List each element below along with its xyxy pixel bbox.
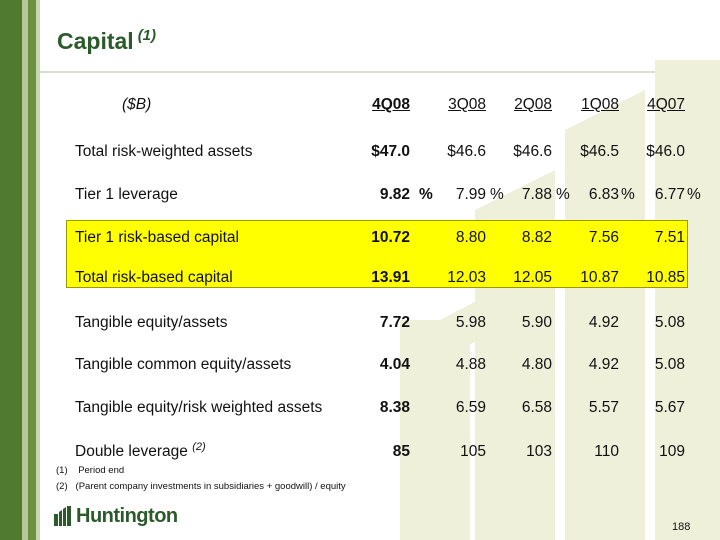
cell-4q08: 7.72: [379, 314, 410, 331]
cell-4q07: $46.0: [646, 143, 685, 160]
cell-2q08: 5.90: [521, 314, 552, 331]
cell-3q08: $46.6: [447, 143, 486, 160]
row-label: Tangible equity/risk weighted assets: [75, 399, 323, 416]
cell-1q08: 6.83: [588, 186, 619, 203]
row-label: Tangible equity/assets: [75, 314, 228, 331]
cell-4q07: 6.77: [654, 186, 685, 203]
percent-sign: %: [621, 186, 635, 203]
cell-4q07: 5.67: [654, 399, 685, 416]
cell-3q08: 7.99: [455, 186, 486, 203]
footnote: (2) (Parent company investments in subsi…: [56, 481, 346, 492]
cell-2q08: $46.6: [513, 143, 552, 160]
cell-1q08: 110: [594, 443, 619, 460]
cell-3q08: 5.98: [455, 314, 486, 331]
row-label: Total risk-based capital: [75, 269, 233, 286]
cell-1q08: 7.56: [588, 229, 619, 246]
cell-4q08: 9.82: [379, 186, 410, 203]
header-rule: [40, 71, 720, 73]
column-header: 2Q08: [514, 96, 552, 113]
cell-3q08: 8.80: [455, 229, 486, 246]
cell-2q08: 7.88: [521, 186, 552, 203]
footnote: (1) Period end: [56, 465, 125, 476]
page-number: 188: [672, 521, 691, 533]
huntington-logo-icon: [54, 506, 71, 526]
logo-wordmark: Huntington: [76, 504, 178, 527]
column-header: 4Q08: [372, 96, 410, 113]
cell-4q07: 5.08: [654, 356, 685, 373]
percent-sign: %: [556, 186, 570, 203]
left-accent-stripe: [36, 0, 40, 540]
cell-4q08: 4.04: [379, 356, 410, 373]
cell-3q08: 6.59: [455, 399, 486, 416]
cell-4q07: 109: [659, 443, 685, 460]
cell-2q08: 103: [526, 443, 552, 460]
cell-1q08: 4.92: [588, 356, 619, 373]
cell-1q08: 5.57: [588, 399, 619, 416]
row-label: Tangible common equity/assets: [75, 356, 292, 373]
cell-1q08: 4.92: [588, 314, 619, 331]
cell-3q08: 4.88: [455, 356, 486, 373]
cell-4q07: 10.85: [646, 269, 685, 286]
left-accent-stripe: [22, 0, 28, 540]
cell-3q08: 105: [460, 443, 486, 460]
column-header: 4Q07: [647, 96, 685, 113]
cell-4q08: 8.38: [379, 399, 410, 416]
cell-4q08: 13.91: [371, 269, 410, 286]
page-title: Capital (1): [57, 27, 157, 54]
cell-1q08: $46.5: [580, 143, 619, 160]
title-footnote-marker: (1): [137, 27, 157, 44]
huntington-watermark-logo: [400, 60, 720, 540]
left-accent-stripe: [28, 0, 36, 540]
cell-2q08: 6.58: [521, 399, 552, 416]
cell-2q08: 12.05: [513, 269, 552, 286]
units-label: ($B): [122, 96, 152, 113]
row-label: Total risk-weighted assets: [75, 143, 253, 160]
cell-4q08: 85: [392, 443, 410, 460]
left-accent-bar: [0, 0, 22, 540]
column-header: 1Q08: [581, 96, 619, 113]
highlight-box: [66, 220, 688, 288]
percent-sign: %: [687, 186, 701, 203]
cell-4q08: $47.0: [371, 143, 410, 160]
footnote-marker: (2): [192, 441, 206, 453]
percent-sign: %: [419, 186, 433, 203]
cell-4q07: 7.51: [654, 229, 685, 246]
cell-2q08: 8.82: [521, 229, 552, 246]
cell-1q08: 10.87: [580, 269, 619, 286]
row-label: Tier 1 leverage: [75, 186, 178, 203]
cell-3q08: 12.03: [447, 269, 486, 286]
cell-4q07: 5.08: [654, 314, 685, 331]
row-label: Double leverage (2): [75, 441, 206, 460]
huntington-logo: Huntington: [54, 505, 178, 527]
percent-sign: %: [490, 186, 504, 203]
row-label: Tier 1 risk-based capital: [75, 229, 239, 246]
cell-2q08: 4.80: [521, 356, 552, 373]
column-header: 3Q08: [448, 96, 486, 113]
cell-4q08: 10.72: [371, 229, 410, 246]
